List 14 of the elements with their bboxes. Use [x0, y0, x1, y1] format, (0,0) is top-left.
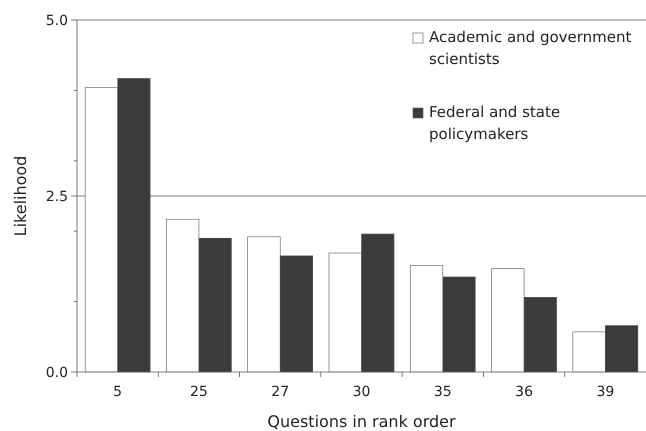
x-tick-label: 35	[434, 384, 452, 400]
x-tick-label: 36	[515, 384, 534, 400]
x-tick-label: 30	[352, 384, 370, 400]
y-tick-label: 5.0	[46, 12, 68, 29]
legend-label: Federal and state policymakers	[429, 103, 560, 143]
y-tick-label: 2.5	[46, 188, 68, 205]
y-axis-title: Likelihood	[11, 156, 30, 236]
x-axis-title: Questions in rank order	[267, 412, 456, 431]
legend-label: Academic and government scientists	[429, 28, 632, 68]
x-tick-label: 5	[113, 384, 122, 400]
x-tick-label: 27	[271, 384, 290, 400]
x-tick-label: 39	[596, 384, 614, 400]
x-tick-label: 25	[190, 384, 208, 400]
y-tick-label: 0.0	[46, 364, 68, 381]
